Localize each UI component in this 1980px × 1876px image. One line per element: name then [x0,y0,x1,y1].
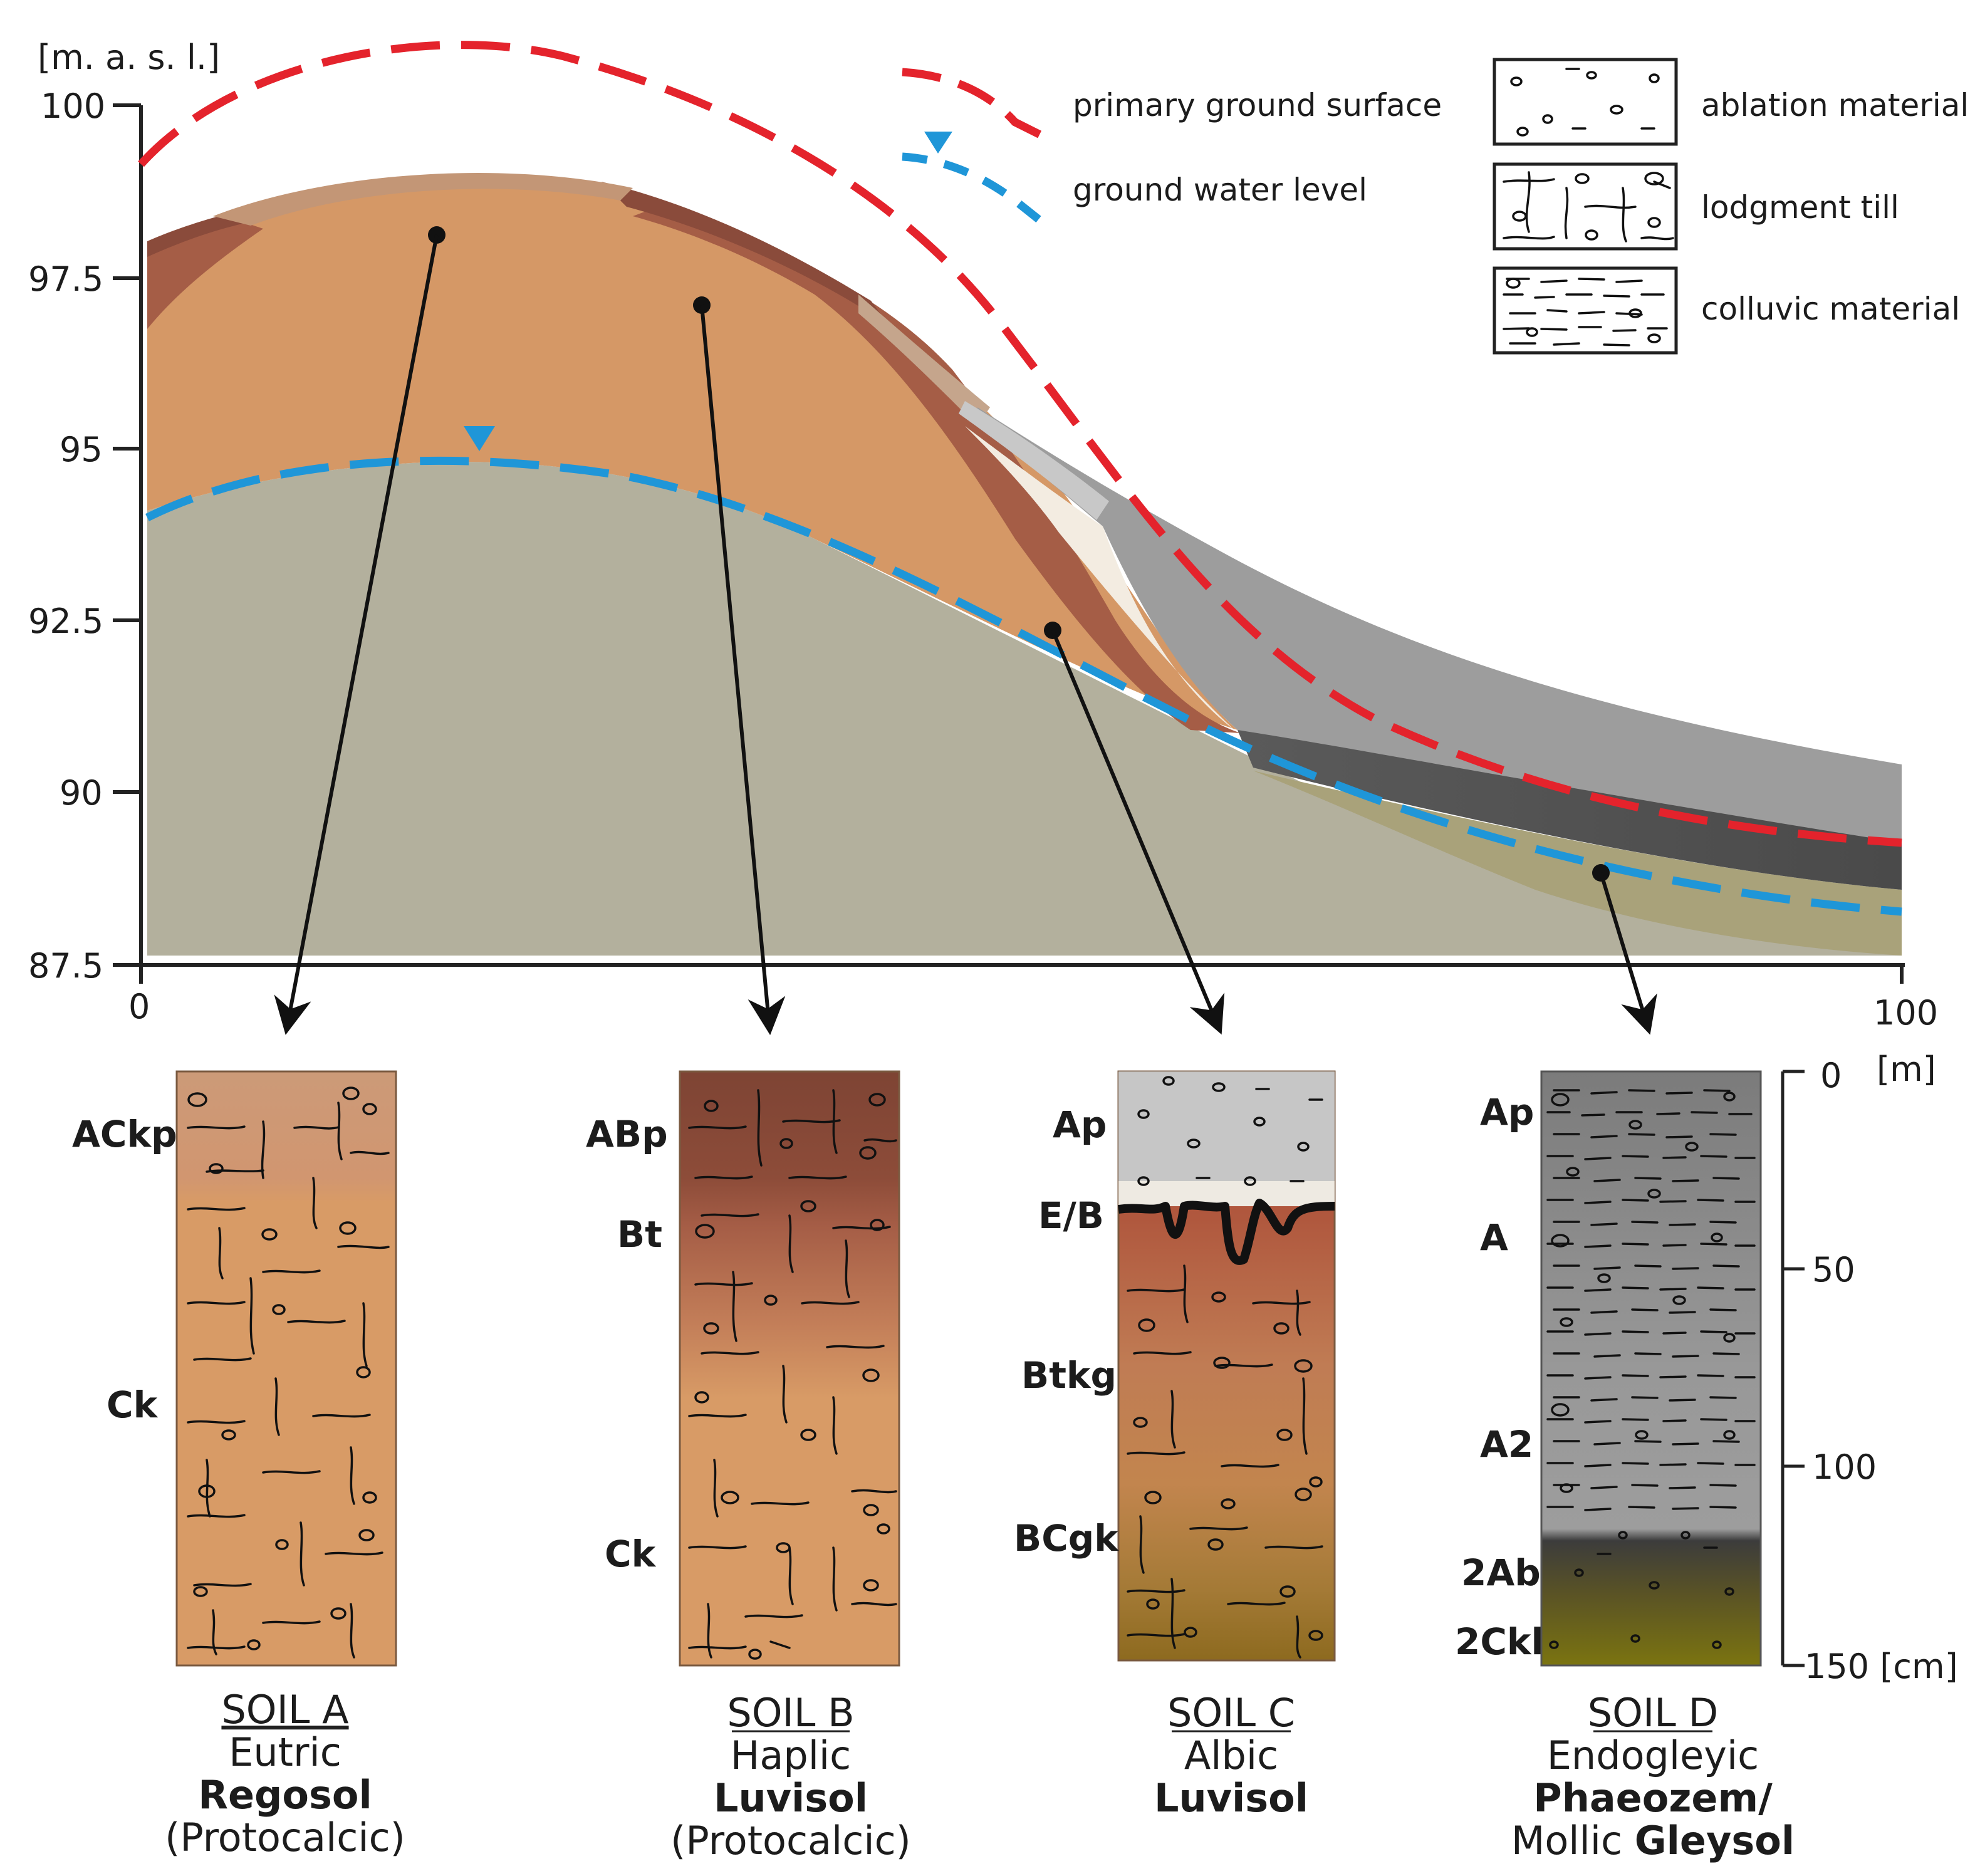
ap-dark-right [602,182,890,326]
y-tick-100: 100 [41,86,105,126]
slope-tan-band [858,294,990,426]
legend-blue-dash [902,152,1050,229]
soil-a-title: SOIL A [221,1687,348,1733]
x-axis-unit: [m] [1877,1050,1936,1089]
soil-a-arrow [274,234,439,1035]
colluvium-top-stripe [959,401,1109,520]
legend-ground-water: ground water level [1073,172,1367,208]
soil-b-supplementary: (Protocalcic) [670,1818,911,1863]
legend-water-marker-icon [924,132,952,154]
dark-colluvium-layer [1238,730,1902,890]
soil-b-profile: ABp Bt Ck [586,1070,900,1667]
soil-a-reference-group: Regosol [198,1772,372,1818]
depth-scale: 0 50 100 150 [cm] [1781,1056,1958,1686]
soil-c-reference-group: Luvisol [1154,1775,1308,1821]
soil-c-tongue-boundary [1118,1199,1335,1265]
soil-d-horizon-ap: Ap [1480,1091,1534,1133]
soil-d-reference-group-2-line: Mollic Gleysol [1511,1818,1795,1863]
profile-pointers [274,226,1657,1035]
soil-d-horizon-a2: A2 [1480,1423,1533,1466]
y-axis: [m. a. s. l.] 100 97.5 95 92.5 90 87.5 [28,38,220,986]
y-tick-87-5: 87.5 [28,946,103,986]
soil-d-qualifier-2: Mollic [1511,1818,1635,1863]
ground-water-line [145,456,1902,916]
x-axis: 0 100 [128,963,1938,1033]
legend-colluvic-label: colluvic material [1701,291,1960,327]
soil-b-horizon-bt: Bt [617,1213,662,1256]
soil-a-horizon-ackp: ACkp [72,1113,177,1155]
soil-d-caption: SOIL D Endogleyic Phaeozem/ Mollic Gleys… [1511,1690,1795,1863]
soil-c-title: SOIL C [1167,1690,1295,1736]
soil-c-caption: SOIL C Albic Luvisol [1154,1690,1308,1821]
soil-c-horizon-btkg: Btkg [1021,1354,1117,1397]
depth-tick-100: 100 [1812,1447,1877,1487]
legend: primary ground surface ground water leve… [902,58,1969,355]
soil-b-horizon-abp: ABp [586,1113,668,1155]
soil-b-reference-group: Luvisol [714,1775,868,1821]
soil-d-reference-group-1: Phaeozem/ [1533,1775,1773,1821]
soil-d-profile: Ap A A2 2Ab 2Ckl [1455,1070,1762,1667]
soil-d-horizon-a: A [1480,1216,1508,1259]
ap-tan-top [213,172,633,226]
lodgment-till-layer [147,462,1902,956]
soil-a-horizon-ck: Ck [107,1384,159,1426]
soil-a-supplementary: (Protocalcic) [165,1815,405,1860]
x-tick-100: 100 [1873,993,1938,1033]
legend-ablation-swatch [1493,58,1678,146]
soil-b-arrow [700,305,786,1035]
soil-c-horizon-eb: E/B [1038,1194,1104,1237]
soil-c-horizon-ap: Ap [1053,1103,1107,1146]
soil-b-qualifier: Haplic [731,1733,852,1778]
legend-ablation-label: ablation material [1701,87,1969,123]
y-tick-90: 90 [60,773,103,813]
y-axis-unit: [m. a. s. l.] [38,38,220,77]
legend-lodgment-label: lodgment till [1701,189,1899,226]
soil-d-horizon-2ckl: 2Ckl [1455,1620,1543,1663]
legend-red-dash [902,68,1048,142]
y-tick-97-5: 97.5 [28,259,103,299]
soil-c-profile: Ap E/B Btkg BCgk [1014,1070,1336,1662]
soil-c-arrow [1051,629,1225,1035]
soil-c-horizon-bcgk: BCgk [1014,1517,1119,1560]
soil-c-qualifier: Albic [1184,1733,1278,1778]
depth-tick-50: 50 [1812,1250,1855,1290]
legend-colluvic-swatch [1493,266,1678,355]
water-level-marker-icon [464,426,495,451]
legend-primary-surface: primary ground surface [1073,87,1442,123]
y-tick-95: 95 [60,430,103,469]
legend-lodgment-swatch [1493,162,1678,251]
soil-d-title: SOIL D [1588,1690,1718,1736]
soil-b-horizon-ck: Ck [605,1533,657,1575]
soil-b-title: SOIL B [727,1690,854,1736]
soil-a-qualifier: Eutric [229,1729,341,1775]
soil-b-caption: SOIL B Haplic Luvisol (Protocalcic) [670,1690,911,1863]
soil-a-caption: SOIL A Eutric Regosol (Protocalcic) [165,1687,405,1860]
colluvium-layer [977,407,1902,865]
soil-d-horizon-2ab: 2Ab [1461,1551,1541,1594]
y-tick-92-5: 92.5 [28,602,103,641]
primary-ground-surface-line [138,41,1902,847]
bt-layer-right [633,207,1241,733]
soil-d-qualifier: Endogleyic [1547,1733,1759,1778]
depth-tick-0: 0 [1820,1056,1842,1095]
soil-a-profile: ACkp Ck [72,1070,397,1667]
ap-dark-left [147,214,248,257]
soil-d-reference-group-2: Gleysol [1635,1818,1795,1863]
depth-tick-150: 150 [cm] [1805,1647,1958,1686]
x-tick-0: 0 [128,987,150,1026]
soil-d-arrow [1599,872,1657,1035]
albic-wedge [965,426,1234,730]
